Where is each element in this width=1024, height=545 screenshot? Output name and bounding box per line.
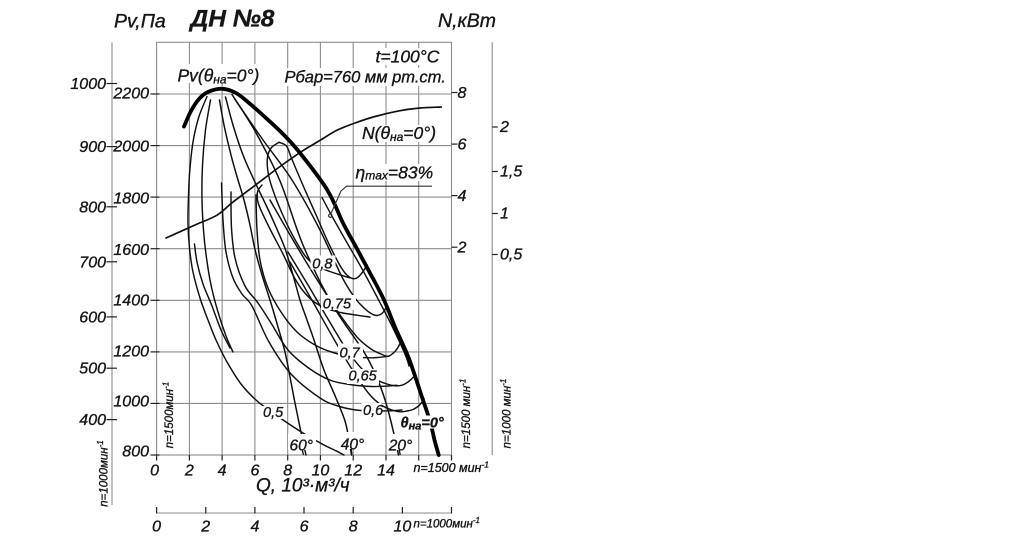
svg-text:1400: 1400 <box>113 293 149 310</box>
svg-text:40°: 40° <box>341 437 364 454</box>
svg-text:400: 400 <box>79 412 106 429</box>
svg-text:8: 8 <box>458 85 467 102</box>
svg-text:2200: 2200 <box>112 86 149 103</box>
svg-text:8: 8 <box>349 519 358 536</box>
svg-text:n=1000мин-1: n=1000мин-1 <box>96 440 111 506</box>
svg-text:4: 4 <box>218 463 227 480</box>
svg-text:0: 0 <box>152 519 161 536</box>
svg-text:Pv,Па: Pv,Па <box>114 11 166 33</box>
svg-text:0,65: 0,65 <box>349 369 378 385</box>
svg-text:900: 900 <box>79 139 106 156</box>
svg-text:n=1500 мин-1: n=1500 мин-1 <box>414 460 490 476</box>
svg-text:Рбар=760 мм рт.ст.: Рбар=760 мм рт.ст. <box>285 69 446 87</box>
svg-text:Q, 10³·м³/ч: Q, 10³·м³/ч <box>256 476 350 497</box>
svg-text:700: 700 <box>79 254 106 271</box>
svg-text:1,5: 1,5 <box>500 164 522 181</box>
svg-text:n=1500 мин-1: n=1500 мин-1 <box>459 379 474 449</box>
svg-text:N,кВт: N,кВт <box>438 10 496 32</box>
svg-text:1200: 1200 <box>113 344 149 361</box>
svg-text:0,8: 0,8 <box>312 257 332 273</box>
svg-text:4: 4 <box>250 519 259 536</box>
svg-text:1: 1 <box>500 206 509 223</box>
svg-text:800: 800 <box>122 444 149 461</box>
svg-text:1000: 1000 <box>70 76 106 93</box>
svg-text:0,75: 0,75 <box>323 297 352 313</box>
svg-text:ДН №8: ДН №8 <box>189 6 275 33</box>
svg-text:12: 12 <box>344 463 362 480</box>
svg-text:2: 2 <box>184 463 194 480</box>
svg-text:6: 6 <box>300 519 309 536</box>
svg-text:t=100°С: t=100°С <box>376 47 440 67</box>
svg-text:0,7: 0,7 <box>340 346 361 362</box>
svg-text:1000: 1000 <box>113 394 149 411</box>
svg-text:800: 800 <box>79 199 106 216</box>
svg-text:0,5: 0,5 <box>263 405 284 421</box>
svg-text:n=1000мин-1: n=1000мин-1 <box>414 516 480 531</box>
svg-text:1600: 1600 <box>113 242 149 259</box>
svg-text:6: 6 <box>458 137 467 154</box>
svg-text:0: 0 <box>150 463 159 480</box>
svg-text:6: 6 <box>250 463 259 480</box>
svg-text:1800: 1800 <box>113 190 149 207</box>
svg-text:500: 500 <box>79 361 106 378</box>
svg-text:2: 2 <box>499 119 509 136</box>
svg-text:8: 8 <box>283 463 292 480</box>
svg-text:10: 10 <box>312 463 330 480</box>
svg-text:n=1500мин-1: n=1500мин-1 <box>162 382 177 448</box>
svg-text:2: 2 <box>200 519 210 536</box>
svg-text:2000: 2000 <box>112 138 149 155</box>
svg-text:14: 14 <box>377 463 395 480</box>
svg-text:Pv(θна=0°): Pv(θна=0°) <box>178 66 260 87</box>
svg-text:60°: 60° <box>290 437 313 454</box>
svg-text:2: 2 <box>457 240 467 257</box>
svg-text:N(θна=0°): N(θна=0°) <box>362 123 436 144</box>
svg-text:n=1000 мин-1: n=1000 мин-1 <box>499 379 514 449</box>
svg-text:4: 4 <box>458 188 467 205</box>
svg-text:0,6: 0,6 <box>363 403 384 419</box>
svg-text:600: 600 <box>79 309 106 326</box>
svg-text:20°: 20° <box>388 437 412 454</box>
svg-text:0,5: 0,5 <box>500 247 522 264</box>
svg-text:θна=0°: θна=0° <box>401 416 444 433</box>
svg-text:10: 10 <box>393 519 411 536</box>
